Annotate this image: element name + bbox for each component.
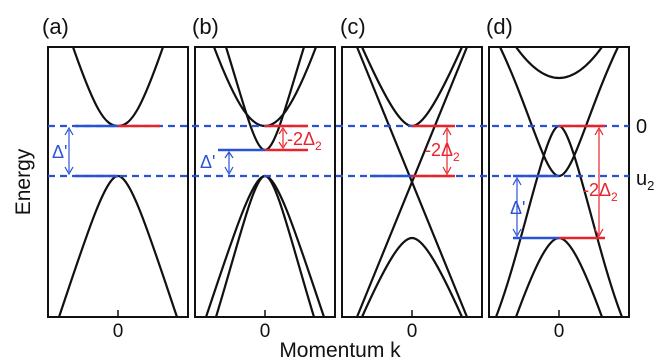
u2-sub: 2 — [647, 178, 654, 193]
panel-a-tag: (a) — [42, 14, 69, 39]
panel-a-delta-prime-label: Δ' — [52, 142, 67, 162]
panel-b-bands — [204, 46, 326, 318]
panel-b-lower-band-1 — [204, 174, 326, 318]
panel-b-minus-two-delta2-label: -2Δ2 — [287, 129, 322, 153]
y-axis-label: Energy — [12, 148, 35, 215]
panel-d-delta-prime-label: Δ' — [510, 198, 525, 218]
panel-b-delta-prime-label: Δ' — [200, 152, 215, 172]
panel-d-zero-tick: 0 — [554, 321, 565, 342]
x-axis-label: Momentum k — [279, 339, 401, 362]
panel-c-dirac-line-2 — [355, 46, 469, 318]
panel-d-top-band — [515, 46, 603, 80]
panel-d-blue-arrowhead-up — [512, 176, 522, 186]
panel-a-arrowhead-down — [64, 166, 74, 176]
panel-b-red-prefix: -2 — [287, 129, 303, 149]
panel-d-red-sub: 2 — [611, 190, 618, 204]
panel-b-blue-arrowhead-down — [224, 166, 234, 176]
panel-d-minus-two-delta2-label: -2Δ2 — [583, 180, 618, 204]
panel-c-red-arrowhead-down — [442, 166, 452, 176]
panel-c-zero-tick: 0 — [407, 321, 418, 342]
panel-c-red-sub: 2 — [453, 150, 460, 164]
panel-c-minus-two-delta2-label: -2Δ2 — [425, 140, 460, 164]
panel-b-zero-tick: 0 — [260, 321, 271, 342]
zero-level-label: 0 — [636, 116, 647, 138]
panel-c-red-base: Δ — [441, 140, 453, 160]
panel-d-red-prefix: -2 — [583, 180, 599, 200]
u2-level-label: u2 — [636, 168, 654, 193]
panel-d-red-arrowhead-up — [594, 126, 604, 136]
panel-b-red-sub: 2 — [315, 139, 322, 153]
panel-d-mid-lower-band — [494, 124, 624, 318]
panel-c-red-prefix: -2 — [425, 140, 441, 160]
panel-b-frame — [194, 46, 336, 318]
panel-c-red-arrowhead-up — [442, 126, 452, 136]
panel-d-tag: (d) — [486, 14, 513, 39]
panel-a-zero-tick: 0 — [113, 321, 124, 342]
panel-a-frame — [47, 46, 189, 318]
panel-d-mid-upper-band — [499, 46, 619, 178]
panel-d-red-base: Δ — [599, 180, 611, 200]
u2-base: u — [636, 168, 647, 190]
panel-b-red-arrowhead-down — [278, 141, 288, 150]
panel-a-arrowhead-up — [64, 126, 74, 136]
panel-b-tag: (b) — [192, 14, 219, 39]
panel-a-upper-band — [71, 47, 165, 128]
panel-a-lower-band — [57, 174, 179, 317]
panel-d-red-arrowhead-down — [594, 228, 604, 238]
panel-a-bands — [57, 47, 179, 317]
panel-b-red-arrowhead-up — [278, 126, 288, 135]
panel-b-red-base: Δ — [303, 129, 315, 149]
panel-c-bands — [355, 46, 469, 318]
panel-d-bottom-band — [514, 236, 604, 318]
panel-b-blue-arrowhead-up — [224, 150, 234, 159]
panel-c-tag: (c) — [340, 14, 366, 39]
panel-d-blue-arrowhead-down — [512, 228, 522, 238]
panel-c-upper-band — [360, 46, 464, 128]
panel-c-lower-band — [360, 236, 464, 318]
